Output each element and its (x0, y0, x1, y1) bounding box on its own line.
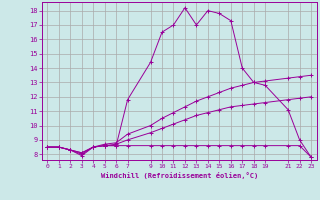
X-axis label: Windchill (Refroidissement éolien,°C): Windchill (Refroidissement éolien,°C) (100, 172, 258, 179)
